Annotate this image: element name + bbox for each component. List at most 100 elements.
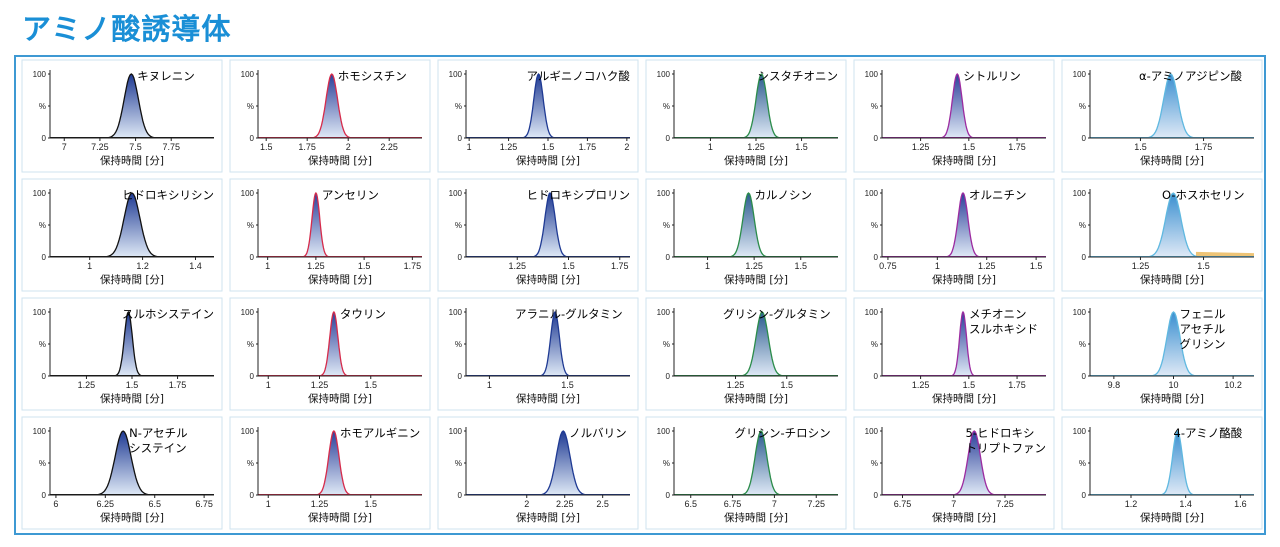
x-tick-label: 1.4 <box>189 261 202 271</box>
x-axis-title: 保持時間 [分] <box>724 511 788 524</box>
y-tick-label: 100 <box>865 70 879 79</box>
y-tick-label: 100 <box>33 308 47 317</box>
y-tick-label: % <box>247 459 254 468</box>
peak-area <box>741 74 782 138</box>
panel-border <box>437 416 639 530</box>
y-tick-label: 100 <box>33 189 47 198</box>
x-tick-label: 1.25 <box>978 261 996 271</box>
panel-border <box>853 297 1055 411</box>
peak-area <box>739 431 783 495</box>
x-tick-label: 6.75 <box>894 499 912 509</box>
x-tick-label: 1.75 <box>1195 142 1213 152</box>
y-tick-label: 100 <box>657 308 671 317</box>
y-tick-label: 100 <box>241 427 255 436</box>
x-tick-label: 1.5 <box>562 261 575 271</box>
x-tick-label: 2.25 <box>380 142 398 152</box>
y-tick-label: % <box>247 221 254 230</box>
y-tick-label: 0 <box>874 134 879 143</box>
x-axis-title: 保持時間 [分] <box>1140 154 1204 167</box>
chromatogram-panel: 100% 0 1.25 1.5 保持時間 [分] グリシン-グルタミン <box>645 297 847 411</box>
peak-area <box>105 74 157 138</box>
peak-trace <box>301 191 330 258</box>
x-tick-label: 1 <box>708 142 713 152</box>
peak-area <box>315 431 353 495</box>
y-tick-label: 0 <box>250 491 255 500</box>
peak-trace <box>113 310 143 377</box>
y-tick-label: 100 <box>865 189 879 198</box>
x-tick-label: 7 <box>772 499 777 509</box>
x-tick-label: 1.5 <box>963 380 976 390</box>
compound-label: アセチル <box>1179 322 1225 336</box>
x-tick-label: 1.5 <box>542 142 555 152</box>
panel-border <box>1061 297 1263 411</box>
x-axis-title: 保持時間 [分] <box>308 392 372 405</box>
baseline-noise-area <box>1195 251 1254 257</box>
peak-area <box>728 193 769 257</box>
x-tick-label: 1.2 <box>136 261 149 271</box>
y-tick-label: % <box>871 102 878 111</box>
x-tick-label: 1.25 <box>307 261 325 271</box>
y-tick-label: 0 <box>1082 372 1087 381</box>
x-tick-label: 1.5 <box>1134 142 1147 152</box>
y-tick-label: 100 <box>33 427 47 436</box>
compound-label: ホモアルギニン <box>340 426 420 440</box>
y-tick-label: 100 <box>449 70 463 79</box>
peak-area <box>539 312 571 376</box>
chromatogram-panel: 100% 0 6.5 6.75 7 7.25 保持時間 [分] グリシン-チロシン <box>645 416 847 530</box>
compound-label: フェニル <box>1179 307 1225 321</box>
compound-label: α-アミノアジピン酸 <box>1139 69 1243 83</box>
x-tick-label: 1 <box>467 142 472 152</box>
peak-trace <box>103 192 161 258</box>
y-tick-label: % <box>663 102 670 111</box>
y-tick-label: % <box>663 459 670 468</box>
page-title: アミノ酸誘導体 <box>22 12 232 46</box>
x-axis-title: 保持時間 [分] <box>100 511 164 524</box>
x-tick-label: 1.2 <box>1125 499 1138 509</box>
compound-label: タウリン <box>340 307 386 321</box>
y-tick-label: 0 <box>1082 134 1087 143</box>
compound-label: スルホキシド <box>969 322 1038 336</box>
y-tick-label: % <box>1079 102 1086 111</box>
y-tick-label: 0 <box>42 253 47 262</box>
x-axis-title: 保持時間 [分] <box>724 273 788 286</box>
x-tick-label: 1.25 <box>1132 261 1150 271</box>
peak-trace <box>739 430 783 496</box>
chromatogram-panel: 100% 0 1.25 1.5 1.75 保持時間 [分] スルホシステイン <box>21 297 223 411</box>
x-tick-label: 1.5 <box>795 142 808 152</box>
y-tick-label: % <box>39 102 46 111</box>
peak-trace <box>1145 73 1197 139</box>
peak-trace <box>945 192 981 258</box>
chromatogram-panel: 100% 0 7 7.25 7.5 7.75 保持時間 [分] キヌレニン <box>21 59 223 173</box>
y-tick-label: % <box>663 221 670 230</box>
chromatogram-panel: 100% 0 1.2 1.4 1.6 保持時間 [分] 4-アミノ酪酸 <box>1061 416 1263 530</box>
chromatogram-panel: 100% 0 1.25 1.5 1.75 保持時間 [分] シトルリン <box>853 59 1055 173</box>
compound-label: シスタチオニン <box>758 69 839 83</box>
compound-label: アルギニノコハク酸 <box>527 69 631 83</box>
y-tick-label: 100 <box>657 70 671 79</box>
y-tick-label: 100 <box>449 189 463 198</box>
panel-border <box>645 416 847 530</box>
x-axis-title: 保持時間 [分] <box>100 273 164 286</box>
x-tick-label: 1.5 <box>364 380 377 390</box>
peak-area <box>740 312 785 376</box>
y-tick-label: 0 <box>42 491 47 500</box>
chromatogram-panel: 100% 0 1 1.25 1.5 保持時間 [分] カルノシン <box>645 178 847 292</box>
compound-label: ホモシスチン <box>338 69 407 83</box>
x-axis-title: 保持時間 [分] <box>932 511 996 524</box>
y-tick-label: 100 <box>33 70 47 79</box>
x-tick-label: 1.75 <box>169 380 187 390</box>
y-tick-label: 0 <box>42 134 47 143</box>
peak-area <box>521 74 556 138</box>
x-tick-label: 10 <box>1168 380 1178 390</box>
peak-trace <box>315 430 353 496</box>
peak-trace <box>728 192 769 258</box>
y-tick-label: % <box>871 459 878 468</box>
peak-area <box>311 74 353 138</box>
x-tick-label: 2 <box>346 142 351 152</box>
y-tick-label: % <box>1079 340 1086 349</box>
compound-label: 4-アミノ酪酸 <box>1174 426 1243 440</box>
compound-label: スルホシステイン <box>122 307 214 321</box>
compound-label: キヌレニン <box>137 69 195 83</box>
peak-area <box>1146 193 1201 257</box>
